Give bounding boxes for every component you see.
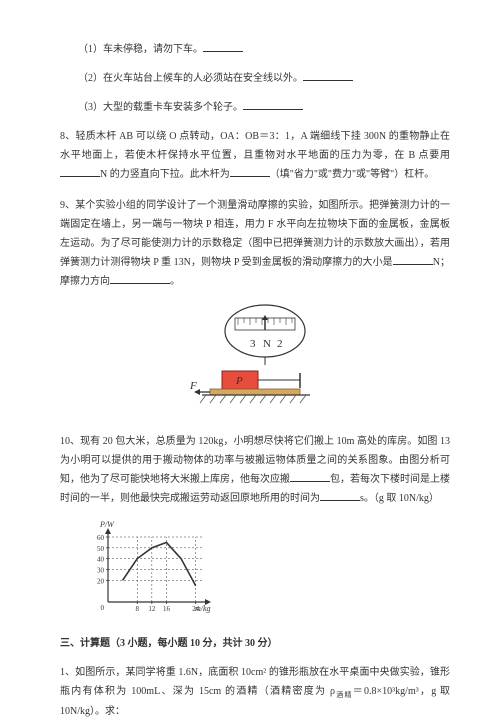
svg-text:60: 60	[97, 534, 105, 542]
svg-text:8: 8	[135, 605, 139, 613]
gauge-label-3: 3	[250, 338, 256, 350]
blank	[393, 253, 433, 265]
q-sub-3-text: （3）大型的载重卡车安装多个轮子。	[78, 102, 243, 113]
force-label: F	[190, 380, 197, 392]
blank	[60, 165, 100, 177]
svg-text:20: 20	[97, 577, 105, 585]
gauge-label-2: 2	[277, 338, 283, 350]
q-sub-1-text: （1）车未停稳，请勿下车。	[78, 44, 203, 55]
blank	[290, 470, 330, 482]
q9-text-a: 9、某个实验小组的同学设计了一个测量滑动摩擦的实验，如图所示。把弹簧测力计的一端…	[60, 200, 450, 268]
q10: 10、现有 20 包大米，总质量为 120kg，小明想尽快将它们搬上 10m 高…	[60, 432, 450, 508]
svg-text:m/kg: m/kg	[195, 604, 211, 613]
q-sub-2-text: （2）在火车站台上候车的人必须站在安全线以外。	[78, 73, 303, 84]
svg-text:30: 30	[97, 567, 105, 575]
power-mass-chart: 60504030208121624P/Wm/kg0	[80, 520, 220, 620]
blank	[110, 272, 170, 284]
q-sub-1: （1）车未停稳，请勿下车。	[60, 40, 450, 59]
q9: 9、某个实验小组的同学设计了一个测量滑动摩擦的实验，如图所示。把弹簧测力计的一端…	[60, 196, 450, 291]
blank	[303, 69, 353, 81]
q-sub-3: （3）大型的载重卡车安装多个轮子。	[60, 98, 450, 117]
q9-text-c: 。	[170, 276, 180, 287]
svg-text:40: 40	[97, 556, 105, 564]
blank	[320, 489, 360, 501]
q-sub-2: （2）在火车站台上候车的人必须站在安全线以外。	[60, 69, 450, 88]
gauge-label-n: N	[263, 338, 271, 350]
blank	[230, 165, 270, 177]
q8-text-a: 8、轻质木杆 AB 可以绕 O 点转动，OA：OB＝3：1，A 端细线下挂 30…	[60, 131, 450, 161]
svg-text:50: 50	[97, 545, 105, 553]
svg-text:16: 16	[163, 605, 171, 613]
gauge-diagram: 3 N 2 P F	[190, 303, 320, 413]
block-label: P	[235, 375, 243, 387]
calc-q1: 1、如图所示，某同学将重 1.6N，底面积 10cm² 的锥形瓶放在水平桌面中央…	[60, 663, 450, 721]
section-3-header: 三、计算题（3 小题，每小题 10 分，共计 30 分）	[60, 634, 450, 653]
svg-text:0: 0	[101, 604, 105, 612]
blank	[203, 40, 243, 52]
q9-figure: 3 N 2 P F	[60, 303, 450, 420]
q10-text-c: s。（g 取 10N/kg）	[360, 493, 439, 504]
blank	[243, 98, 303, 110]
q8-text-b: N 的力竖直向下拉。此木杆为	[100, 169, 230, 180]
q8: 8、轻质木杆 AB 可以绕 O 点转动，OA：OB＝3：1，A 端细线下挂 30…	[60, 127, 450, 184]
svg-text:12: 12	[148, 605, 156, 613]
svg-text:P/W: P/W	[99, 520, 115, 529]
q8-text-c: （填"省力"或"费力"或"等臂"）杠杆。	[270, 169, 435, 180]
